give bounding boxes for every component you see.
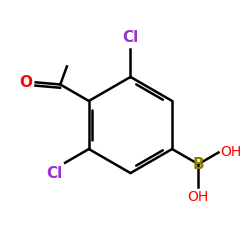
Text: Cl: Cl <box>122 30 138 45</box>
Text: B: B <box>192 157 204 172</box>
Text: O: O <box>20 75 32 90</box>
Text: OH: OH <box>188 190 209 204</box>
Text: OH: OH <box>220 146 241 160</box>
Text: Cl: Cl <box>46 166 62 180</box>
